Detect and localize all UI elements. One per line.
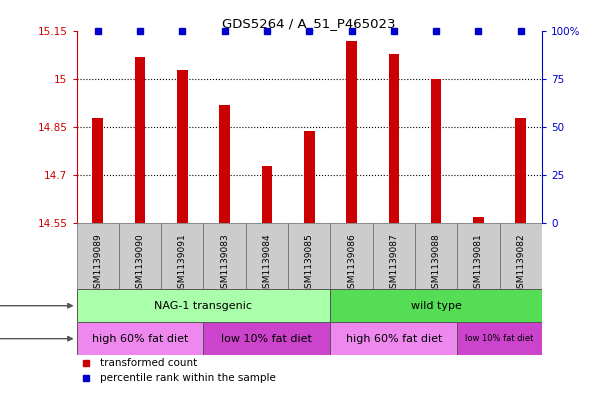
Bar xyxy=(346,41,357,223)
Text: GSM1139089: GSM1139089 xyxy=(93,233,102,294)
Text: GSM1139083: GSM1139083 xyxy=(220,233,229,294)
Text: NAG-1 transgenic: NAG-1 transgenic xyxy=(154,301,253,311)
Text: protocol: protocol xyxy=(0,334,72,344)
Text: low 10% fat diet: low 10% fat diet xyxy=(465,334,534,343)
Text: low 10% fat diet: low 10% fat diet xyxy=(221,334,312,344)
Bar xyxy=(262,166,272,223)
Text: GSM1139090: GSM1139090 xyxy=(135,233,144,294)
Text: high 60% fat diet: high 60% fat diet xyxy=(92,334,188,344)
Bar xyxy=(219,105,230,223)
Text: GSM1139081: GSM1139081 xyxy=(474,233,483,294)
Bar xyxy=(457,223,499,289)
Bar xyxy=(246,223,288,289)
Bar xyxy=(431,79,441,223)
Text: percentile rank within the sample: percentile rank within the sample xyxy=(100,373,276,383)
Bar xyxy=(177,70,188,223)
Bar xyxy=(473,217,484,223)
Bar xyxy=(161,223,203,289)
Text: GSM1139087: GSM1139087 xyxy=(389,233,398,294)
Text: GSM1139091: GSM1139091 xyxy=(178,233,187,294)
Bar xyxy=(203,322,330,355)
Bar xyxy=(135,57,145,223)
Bar xyxy=(288,223,330,289)
Text: GSM1139086: GSM1139086 xyxy=(347,233,356,294)
Bar xyxy=(515,118,526,223)
Bar xyxy=(330,289,542,322)
Text: GSM1139085: GSM1139085 xyxy=(305,233,314,294)
Bar xyxy=(92,118,103,223)
Text: GSM1139082: GSM1139082 xyxy=(516,233,525,294)
Bar xyxy=(203,223,246,289)
Bar xyxy=(77,289,330,322)
Title: GDS5264 / A_51_P465023: GDS5264 / A_51_P465023 xyxy=(223,17,396,30)
Text: GSM1139084: GSM1139084 xyxy=(263,233,272,294)
Text: transformed count: transformed count xyxy=(100,358,197,368)
Text: GSM1139088: GSM1139088 xyxy=(432,233,441,294)
Bar xyxy=(499,223,542,289)
Bar xyxy=(304,130,315,223)
Text: genotype/variation: genotype/variation xyxy=(0,301,72,311)
Bar xyxy=(77,223,119,289)
Text: high 60% fat diet: high 60% fat diet xyxy=(346,334,442,344)
Bar xyxy=(77,322,203,355)
Bar xyxy=(415,223,457,289)
Bar xyxy=(389,54,399,223)
Bar xyxy=(330,322,457,355)
Bar xyxy=(373,223,415,289)
Bar xyxy=(119,223,161,289)
Text: wild type: wild type xyxy=(411,301,462,311)
Bar xyxy=(457,322,542,355)
Bar xyxy=(330,223,373,289)
